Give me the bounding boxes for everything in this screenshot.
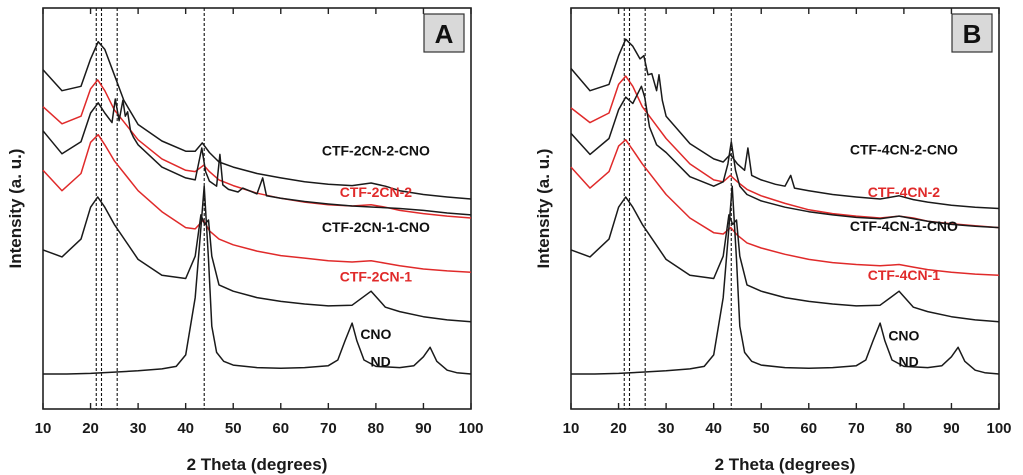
series-label-ctf-4cn-1: CTF-4CN-1	[868, 267, 941, 283]
series-line-ctf-2cn-2	[42, 79, 472, 219]
series-label-ctf-2cn-1-cno: CTF-2CN-1-CNO	[322, 219, 430, 235]
x-tick-label: 80	[368, 420, 385, 437]
series-line-nd	[571, 185, 1000, 375]
series-line-ctf-2cn-2-cno	[42, 40, 472, 200]
x-axis-title: 2 Theta (degrees)	[187, 455, 328, 474]
x-tick-label: 60	[800, 420, 817, 437]
series-line-ctf-4cn-1-cno	[570, 85, 1000, 229]
x-tick-label: 80	[896, 420, 913, 437]
series-label-ctf-2cn-2: CTF-2CN-2	[340, 184, 413, 200]
chart-panel-b: 10 20 30 40 50 60 70 80 90 100 2 Theta (degrees) In…	[534, 7, 1012, 474]
x-tick-label: 10	[563, 420, 580, 437]
x-tick-label: 20	[82, 420, 99, 437]
series-label-ctf-4cn-2: CTF-4CN-2	[868, 184, 941, 200]
series-label-ctf-2cn-1: CTF-2CN-1	[340, 269, 413, 285]
series-label-nd: ND	[899, 353, 919, 369]
x-tick-label: 70	[848, 420, 865, 437]
x-tick-label: 100	[458, 420, 483, 437]
x-tick-label: 40	[177, 420, 194, 437]
panel-letter: A	[435, 19, 454, 49]
x-tick-label: 100	[986, 420, 1011, 437]
x-tick-label: 60	[272, 420, 289, 437]
series-label-ctf-2cn-2-cno: CTF-2CN-2-CNO	[322, 143, 430, 159]
series-line-cno	[570, 196, 1000, 323]
plot-frame	[570, 7, 1000, 410]
x-tick-label: 10	[35, 420, 52, 437]
series-label-cno: CNO	[888, 327, 919, 343]
y-axis-title: Intensity (a. u.)	[6, 149, 25, 269]
y-axis-title: Intensity (a. u.)	[534, 149, 553, 269]
x-axis-title: 2 Theta (degrees)	[715, 455, 856, 474]
series-line-ctf-2cn-1	[42, 133, 472, 273]
panel-letter: B	[963, 19, 982, 49]
series-line-nd	[43, 185, 472, 375]
chart-panel-a: 10 20 30 40 50 60 70 80 90 100 2 Theta (degrees) In…	[6, 7, 484, 474]
series-line-ctf-4cn-1	[570, 139, 1000, 277]
x-tick-label: 90	[943, 420, 960, 437]
series-line-ctf-4cn-2-cno	[570, 38, 1000, 210]
x-tick-label: 30	[658, 420, 675, 437]
series-label-ctf-4cn-1-cno: CTF-4CN-1-CNO	[850, 218, 958, 234]
series-label-nd: ND	[371, 353, 391, 369]
x-tick-label: 90	[415, 420, 432, 437]
plot-frame	[42, 7, 472, 410]
x-tick-label: 50	[753, 420, 770, 437]
series-line-cno	[42, 196, 472, 323]
x-tick-label: 70	[320, 420, 337, 437]
series-line-ctf-2cn-1-cno	[42, 98, 472, 216]
x-tick-label: 50	[225, 420, 242, 437]
series-label-cno: CNO	[360, 326, 391, 342]
panel-letter-box	[423, 13, 465, 53]
x-tick-label: 20	[610, 420, 627, 437]
x-tick-label: 40	[705, 420, 722, 437]
x-tick-label: 30	[130, 420, 147, 437]
panel-letter-box	[951, 13, 993, 53]
series-label-ctf-4cn-2-cno: CTF-4CN-2-CNO	[850, 141, 958, 157]
